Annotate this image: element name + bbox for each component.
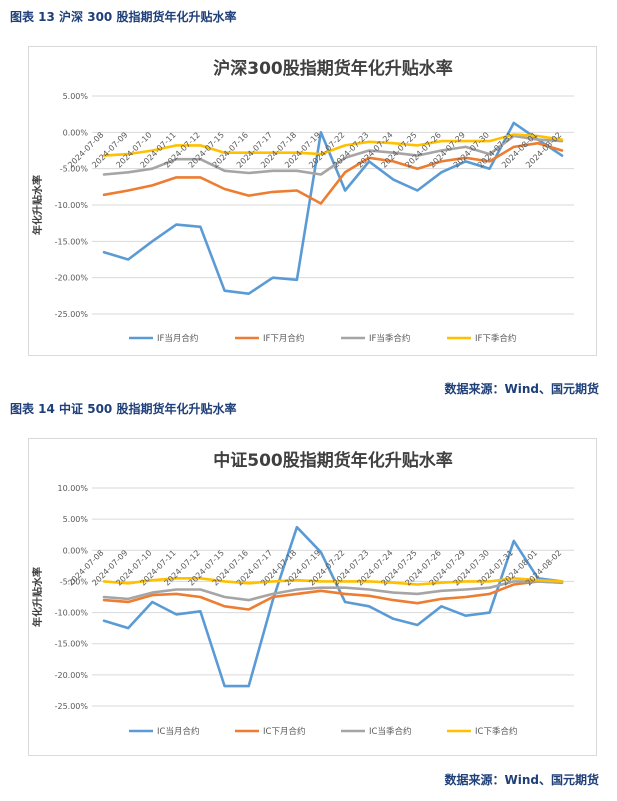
legend-label: IC当季合约 <box>369 726 411 737</box>
legend-item: IF下季合约 <box>447 333 516 344</box>
y-tick-label: -20.00% <box>55 671 89 680</box>
legend-item: IF当季合约 <box>341 333 410 344</box>
chart-1: 沪深300股指期货年化升贴水率 5.00% 0.00% -5.00% -10.00% -1… <box>31 58 574 344</box>
chart-container-1: 沪深300股指期货年化升贴水率 5.00% 0.00% -5.00% -10.00% -1… <box>28 46 597 356</box>
y-tick-label: -15.00% <box>55 640 89 649</box>
y-tick-label: -10.00% <box>55 609 89 618</box>
legend-label: IC当月合约 <box>157 726 199 737</box>
series-line-3 <box>102 580 564 602</box>
chart-title: 中证500股指期货年化升贴水率 <box>213 450 453 471</box>
figure-caption-1: 图表 13 沪深 300 股指期货年化升贴水率 <box>10 10 237 24</box>
legend-label: IF当季合约 <box>369 333 410 344</box>
y-tick-label: 0.00% <box>63 546 89 555</box>
y-tick-label: -20.00% <box>55 274 89 283</box>
chart-title: 沪深300股指期货年化升贴水率 <box>213 58 453 79</box>
legend-item: IC下月合约 <box>235 726 305 737</box>
legend-item: IC下季合约 <box>447 726 517 737</box>
y-tick-label: -25.00% <box>55 702 89 711</box>
series-line-4 <box>102 577 564 586</box>
legend-label: IF下月合约 <box>263 333 304 344</box>
series-line-1 <box>102 525 564 688</box>
y-axis-label: 年化升贴水率 <box>31 567 44 627</box>
y-tick-label: -10.00% <box>55 201 89 210</box>
series-line-3 <box>102 134 564 176</box>
y-tick-label: -15.00% <box>55 237 89 246</box>
y-axis-label: 年化升贴水率 <box>31 175 44 235</box>
chart-container-2: 中证500股指期货年化升贴水率 10.00% 5.00% 0.00% -5.00% -10… <box>28 438 597 756</box>
legend-label: IC下月合约 <box>263 726 305 737</box>
y-tick-label: 5.00% <box>63 92 89 101</box>
series-line-4 <box>102 133 564 157</box>
series-line-1 <box>102 121 564 295</box>
figure-caption-2: 图表 14 中证 500 股指期货年化升贴水率 <box>10 402 237 416</box>
figure-source-1: 数据来源：Wind、国元期货 <box>444 382 599 396</box>
legend-label: IC下季合约 <box>475 726 517 737</box>
series-line-2 <box>102 580 564 611</box>
legend-label: IF下季合约 <box>475 333 516 344</box>
series-line-2 <box>102 141 564 205</box>
legend-label: IF当月合约 <box>157 333 198 344</box>
legend-item: IC当季合约 <box>341 726 411 737</box>
figure-source-2: 数据来源：Wind、国元期货 <box>444 773 599 787</box>
legend-item: IF下月合约 <box>235 333 304 344</box>
legend-item: IC当月合约 <box>129 726 199 737</box>
legend-item: IF当月合约 <box>129 333 198 344</box>
y-tick-label: -5.00% <box>60 165 89 174</box>
y-tick-label: 5.00% <box>63 515 89 524</box>
y-tick-label: 0.00% <box>63 128 89 137</box>
y-tick-label: -25.00% <box>55 310 89 319</box>
y-tick-label: -5.00% <box>60 577 89 586</box>
y-tick-label: 10.00% <box>57 484 88 493</box>
chart-2: 中证500股指期货年化升贴水率 10.00% 5.00% 0.00% -5.00% -10… <box>31 450 574 737</box>
